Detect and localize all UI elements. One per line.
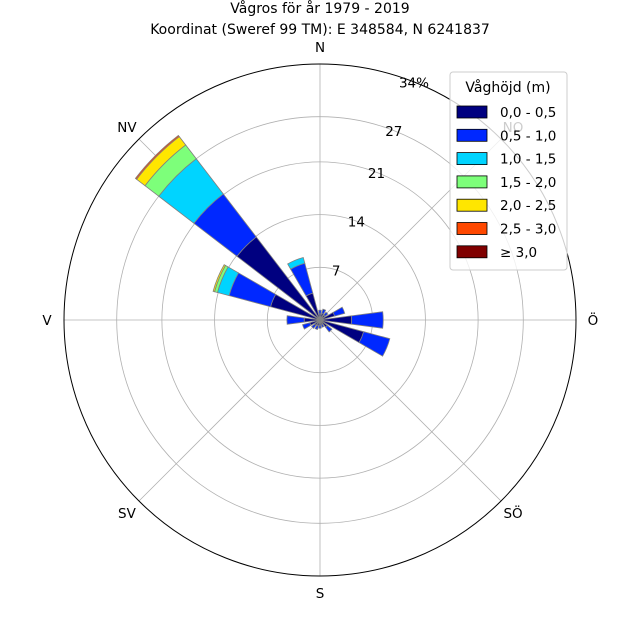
- grid-spoke: [138, 319, 321, 502]
- direction-label: V: [42, 313, 52, 329]
- chart-subtitle: Koordinat (Sweref 99 TM): E 348584, N 62…: [150, 22, 490, 38]
- rose-bar-segment: [311, 323, 317, 329]
- legend-swatch: [456, 198, 488, 212]
- legend-swatch: [456, 222, 488, 235]
- direction-label: NV: [117, 120, 137, 136]
- grid-spoke: [319, 319, 502, 502]
- rose-bar-segment: [314, 324, 319, 330]
- direction-label: SÖ: [503, 504, 522, 522]
- direction-label: SV: [118, 506, 137, 522]
- rose-bar-segment: [286, 315, 305, 325]
- radial-tick-label: 14: [348, 215, 365, 231]
- rose-bar-segment: [318, 309, 322, 315]
- legend-label: 0,0 - 0,5: [500, 105, 556, 121]
- legend-swatch: [456, 152, 488, 166]
- rose-bar-segment: [287, 256, 306, 270]
- legend-label: 1,5 - 2,0: [500, 175, 556, 191]
- direction-label: N: [315, 40, 325, 56]
- rose-bar-segment: [350, 311, 384, 329]
- legend-swatch: [456, 105, 488, 119]
- radial-tick-labels: 7 14 21 27 34%: [332, 75, 429, 279]
- direction-label: S: [316, 586, 325, 602]
- legend-label: 1,0 - 1,5: [500, 152, 556, 168]
- rose-bar-segment: [323, 311, 329, 317]
- polar-frame: [63, 63, 577, 577]
- legend: Våghöjd (m) 0,0 - 0,5 0,5 - 1,0 1,0 - 1,5 1…: [449, 71, 568, 271]
- legend-swatch: [456, 175, 488, 189]
- rose-bar-segment: [320, 323, 325, 328]
- direction-label: Ö: [588, 311, 599, 329]
- legend-label: ≥ 3,0: [500, 245, 537, 261]
- rose-bar-segment: [358, 331, 391, 357]
- rose-bar-segment: [302, 322, 312, 330]
- radial-tick-label: 21: [368, 166, 385, 182]
- rose-bars: [134, 134, 391, 357]
- radial-tick-label: 34%: [399, 75, 429, 91]
- legend-swatch: [456, 245, 488, 259]
- legend-label: 2,5 - 3,0: [500, 222, 556, 238]
- rose-bar-segment: [321, 308, 327, 315]
- rose-bar-segment: [134, 134, 180, 180]
- rose-bar-segment: [324, 324, 333, 333]
- rose-bar-segment: [318, 324, 322, 329]
- radial-tick-label: 27: [385, 124, 402, 140]
- legend-frame: [449, 71, 568, 271]
- chart-title: Vågros för år 1979 - 2019: [230, 0, 409, 17]
- legend-label: 2,0 - 2,5: [500, 198, 556, 214]
- rose-bar-segment: [212, 264, 226, 293]
- rose-bar-segment: [332, 306, 346, 317]
- legend-label: 0,5 - 1,0: [500, 128, 556, 144]
- legend-title: Våghöjd (m): [465, 79, 550, 96]
- outer-circle: [63, 63, 577, 577]
- legend-swatch: [456, 128, 488, 142]
- radial-tick-label: 7: [332, 263, 341, 279]
